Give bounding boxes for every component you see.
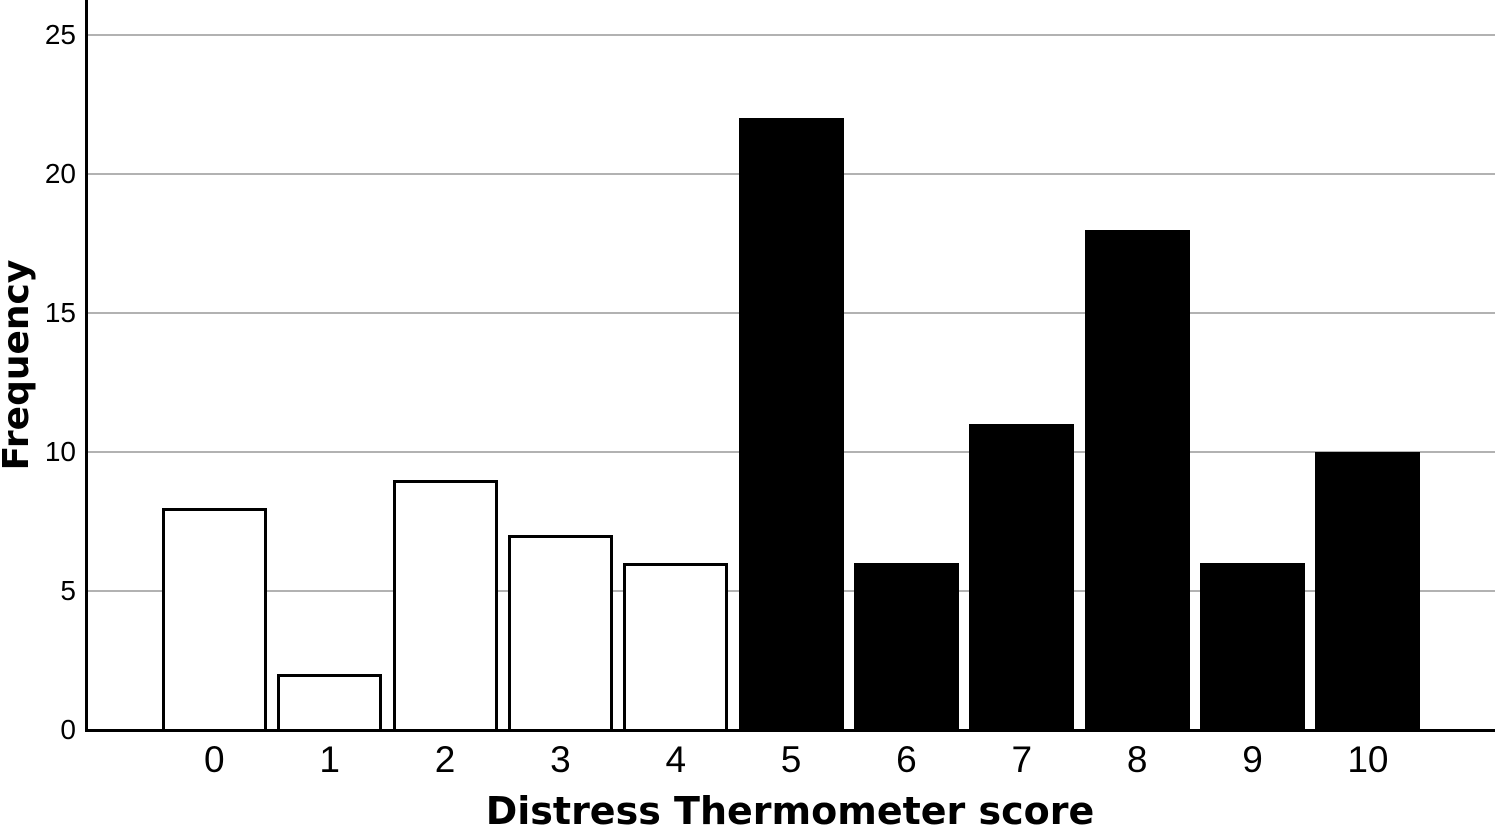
x-axis-line: [85, 729, 1495, 732]
y-tick-label-25: 25: [44, 19, 76, 50]
y-tick-label-20: 20: [44, 158, 76, 189]
y-tick-label-0: 0: [60, 714, 76, 745]
x-tick-label-5: 5: [780, 739, 802, 780]
x-tick-label-1: 1: [319, 739, 340, 780]
bar-0: [161, 508, 267, 732]
bar-3: [507, 535, 613, 732]
y-tick-label-15: 15: [44, 297, 76, 328]
x-tick-label-2: 2: [434, 739, 456, 780]
bar-5: [738, 118, 844, 732]
x-tick-label-0: 0: [204, 739, 225, 780]
bar-10: [1315, 452, 1421, 732]
bar-1: [277, 674, 383, 732]
x-tick-label-9: 9: [1242, 739, 1263, 780]
x-tick-label-4: 4: [665, 739, 687, 780]
y-tick-label-10: 10: [44, 436, 76, 467]
x-tick-label-10: 10: [1347, 739, 1389, 780]
bar-6: [853, 563, 959, 732]
x-tick-label-7: 7: [1011, 739, 1033, 780]
gridline-25: [87, 34, 1495, 36]
x-tick-label-8: 8: [1126, 739, 1148, 780]
y-axis-title: Frequency: [0, 259, 37, 471]
x-tick-label-3: 3: [550, 739, 571, 780]
x-axis-title: Distress Thermometer score: [485, 789, 1095, 825]
y-tick-label-5: 5: [60, 575, 76, 606]
bar-2: [392, 480, 498, 732]
y-axis-line: [85, 0, 88, 732]
bar-7: [969, 424, 1075, 732]
bar-9: [1200, 563, 1306, 732]
bar-8: [1084, 230, 1190, 732]
bar-4: [623, 563, 729, 732]
x-tick-label-6: 6: [896, 739, 917, 780]
